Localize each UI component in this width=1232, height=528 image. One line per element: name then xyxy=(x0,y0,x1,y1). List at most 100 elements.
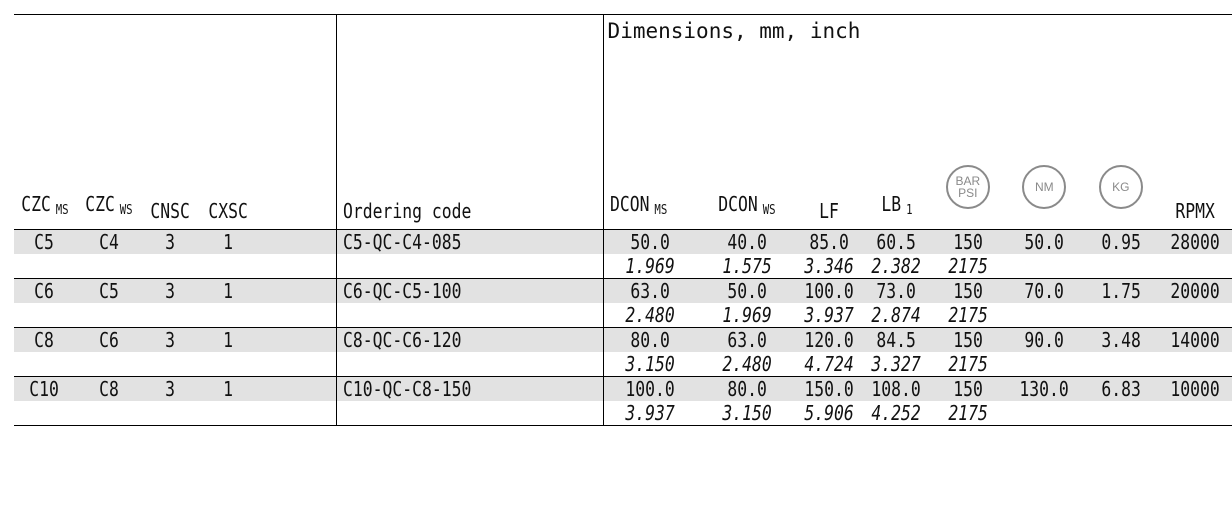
cell-nm: 130.0 xyxy=(1005,376,1084,401)
cell-czc-ms: C5 xyxy=(14,229,75,254)
cell-rpmx: 14000 xyxy=(1158,327,1232,352)
cell-spacer xyxy=(259,278,337,303)
torque-icon: NM xyxy=(1022,165,1067,209)
cell-empty xyxy=(1005,254,1084,279)
cell-cnsc: 3 xyxy=(143,229,197,254)
col-header-cxsc: CXSC xyxy=(196,14,260,230)
cell-ordering-code: C5-QC-C4-085 xyxy=(336,229,604,254)
cell-spacer xyxy=(259,327,337,352)
cell-czc-ws: C8 xyxy=(74,376,144,401)
cell-kg: 1.75 xyxy=(1083,278,1159,303)
cell-cnsc: 3 xyxy=(143,376,197,401)
cell-empty xyxy=(143,352,197,377)
cell-ordering-code: C8-QC-C6-120 xyxy=(336,327,604,352)
cell-lb1: 84.5 xyxy=(862,327,931,352)
table-row-inch: 3.937 3.150 5.906 4.252 2175 xyxy=(14,401,1232,426)
cell-empty xyxy=(14,303,75,328)
cell-inch-lb1: 2.874 xyxy=(862,303,931,328)
cell-dcon_ms: 80.0 xyxy=(602,327,698,352)
cell-lf: 85.0 xyxy=(795,229,863,254)
cell-cxsc: 1 xyxy=(196,376,260,401)
cell-inch-dcon_ws: 1.575 xyxy=(697,254,796,279)
cell-inch-lf: 3.937 xyxy=(795,303,863,328)
cell-cnsc: 3 xyxy=(143,327,197,352)
cell-rpmx: 20000 xyxy=(1158,278,1232,303)
col-header-rpmx: RPMX xyxy=(1158,14,1232,230)
cell-bar: 150 xyxy=(930,278,1006,303)
cell-lb1: 73.0 xyxy=(862,278,931,303)
cell-empty xyxy=(74,352,144,377)
cell-czc-ws: C6 xyxy=(74,327,144,352)
cell-rpmx: 10000 xyxy=(1158,376,1232,401)
cell-empty xyxy=(196,401,260,426)
cell-dcon_ms: 50.0 xyxy=(602,229,698,254)
cell-inch-psi: 2175 xyxy=(930,254,1006,279)
col-header-lf: LF xyxy=(795,14,863,230)
cell-lb1: 60.5 xyxy=(862,229,931,254)
cell-empty xyxy=(14,352,75,377)
cell-empty xyxy=(143,254,197,279)
col-header-dcon-ws: DCON WS xyxy=(697,14,796,230)
cell-kg: 3.48 xyxy=(1083,327,1159,352)
cell-empty xyxy=(336,303,604,328)
cell-inch-dcon_ms: 3.937 xyxy=(602,401,698,426)
cell-empty xyxy=(14,254,75,279)
cell-cxsc: 1 xyxy=(196,278,260,303)
cell-empty xyxy=(143,303,197,328)
table-row-metric: C10 C8 3 1 C10-QC-C8-150 100.0 80.0 150.0 108.0 1… xyxy=(14,376,1232,401)
cell-inch-dcon_ws: 1.969 xyxy=(697,303,796,328)
cell-empty xyxy=(1005,303,1084,328)
cell-nm: 50.0 xyxy=(1005,229,1084,254)
cell-inch-psi: 2175 xyxy=(930,303,1006,328)
cell-inch-dcon_ws: 2.480 xyxy=(697,352,796,377)
cell-lf: 120.0 xyxy=(795,327,863,352)
cell-empty xyxy=(259,401,337,426)
cell-lf: 100.0 xyxy=(795,278,863,303)
cell-spacer xyxy=(259,229,337,254)
cell-kg: 0.95 xyxy=(1083,229,1159,254)
cell-inch-dcon_ms: 2.480 xyxy=(602,303,698,328)
col-header-czc-ms: CZC MS xyxy=(14,14,75,230)
cell-ordering-code: C6-QC-C5-100 xyxy=(336,278,604,303)
cell-empty xyxy=(1005,352,1084,377)
cell-dcon_ws: 63.0 xyxy=(697,327,796,352)
cell-empty xyxy=(196,352,260,377)
col-header-nm: NM xyxy=(1005,14,1084,230)
col-header-lb1: LB 1 xyxy=(862,14,931,230)
cell-lf: 150.0 xyxy=(795,376,863,401)
cell-inch-psi: 2175 xyxy=(930,352,1006,377)
cell-bar: 150 xyxy=(930,376,1006,401)
cell-cnsc: 3 xyxy=(143,278,197,303)
cell-dcon_ms: 100.0 xyxy=(602,376,698,401)
cell-empty xyxy=(1083,303,1159,328)
cell-empty xyxy=(196,254,260,279)
cell-empty xyxy=(336,254,604,279)
cell-inch-psi: 2175 xyxy=(930,401,1006,426)
table-row-inch: 3.150 2.480 4.724 3.327 2175 xyxy=(14,352,1232,377)
cell-empty xyxy=(1158,401,1232,426)
table-row-inch: 1.969 1.575 3.346 2.382 2175 xyxy=(14,254,1232,279)
cell-czc-ws: C4 xyxy=(74,229,144,254)
cell-empty xyxy=(74,254,144,279)
weight-icon: KG xyxy=(1098,165,1143,209)
table-row-inch: 2.480 1.969 3.937 2.874 2175 xyxy=(14,303,1232,328)
cell-inch-lb1: 3.327 xyxy=(862,352,931,377)
cell-empty xyxy=(1083,401,1159,426)
cell-empty xyxy=(1158,303,1232,328)
cell-empty xyxy=(1158,254,1232,279)
cell-ordering-code: C10-QC-C8-150 xyxy=(336,376,604,401)
cell-kg: 6.83 xyxy=(1083,376,1159,401)
cell-dcon_ws: 50.0 xyxy=(697,278,796,303)
cell-empty xyxy=(196,303,260,328)
cell-empty xyxy=(74,303,144,328)
cell-empty xyxy=(259,254,337,279)
cell-inch-lf: 4.724 xyxy=(795,352,863,377)
cell-empty xyxy=(1005,401,1084,426)
cell-rpmx: 28000 xyxy=(1158,229,1232,254)
dimensions-table: CZC MS CZC WS CNSC CXSC Ordering code Dime… xyxy=(14,14,1232,426)
cell-spacer xyxy=(259,376,337,401)
cell-inch-lb1: 2.382 xyxy=(862,254,931,279)
cell-inch-dcon_ms: 3.150 xyxy=(602,352,698,377)
cell-empty xyxy=(1083,352,1159,377)
